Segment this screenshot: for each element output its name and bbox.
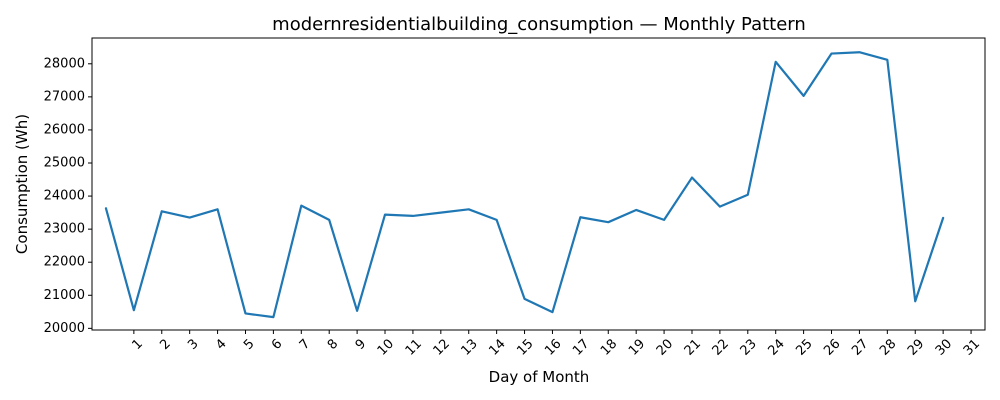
y-tick-label: 23000	[44, 222, 85, 237]
y-tick-label: 20000	[44, 321, 85, 336]
series-line-0	[104, 51, 945, 319]
y-axis-title: Consumption (Wh)	[13, 114, 31, 254]
y-tick-label: 28000	[44, 56, 85, 71]
y-tick-label: 24000	[44, 189, 85, 204]
y-axis: 20000 21000 22000 23000 24000 25000 26000 27000…	[44, 56, 92, 336]
plot-area	[104, 51, 945, 319]
y-tick-label: 25000	[44, 156, 85, 171]
plot-frame	[91, 37, 986, 331]
chart-title: modernresidentialbuilding_consumption — …	[272, 14, 806, 35]
x-axis-title: Day of Month	[489, 368, 590, 386]
y-tick-label: 21000	[44, 288, 85, 303]
y-tick-label: 26000	[44, 122, 85, 137]
y-tick-label: 22000	[44, 255, 85, 270]
y-tick-label: 27000	[44, 89, 85, 104]
